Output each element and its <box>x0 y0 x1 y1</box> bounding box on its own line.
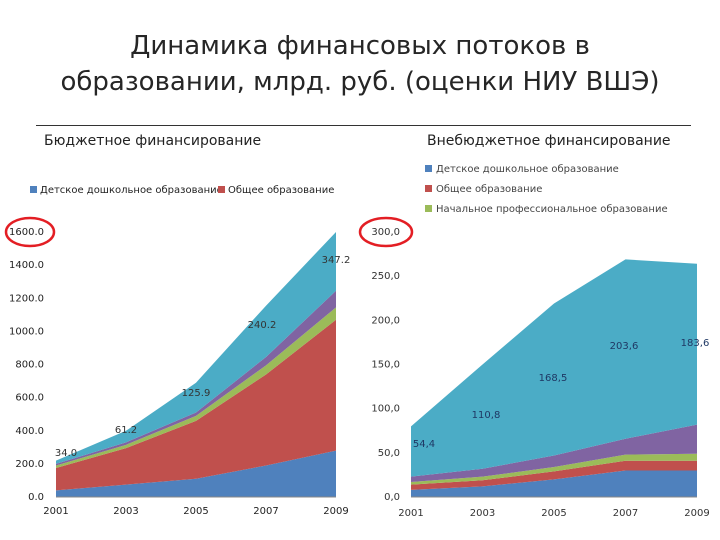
budget-y-tick-label: 1000.0 <box>9 326 44 337</box>
budget-y-tick-label: 0.0 <box>28 492 44 503</box>
budget-area-layer-1 <box>56 450 336 497</box>
extrabudget-area-layer-5 <box>411 259 697 477</box>
extrabudget-highlight-circle <box>358 216 414 248</box>
extrabudget-data-label: 54,4 <box>413 439 435 450</box>
extrabudget-data-label: 203,6 <box>610 341 639 352</box>
budget-x-tick-label: 2003 <box>113 506 138 517</box>
extrabudget-x-tick-label: 2001 <box>398 508 423 519</box>
extrabudget-x-tick-label: 2007 <box>613 508 638 519</box>
budget-y-tick-label: 1200.0 <box>9 293 44 304</box>
extrabudget-legend-label: Детское дошкольное образование <box>436 164 619 175</box>
budget-y-tick-label: 800.0 <box>15 360 44 371</box>
budget-legend-swatch <box>30 186 37 193</box>
extrabudget-y-tick-label: 200,0 <box>371 315 400 326</box>
budget-y-tick-label: 1600.0 <box>9 227 44 238</box>
budget-chart-heading: Бюджетное финансирование <box>44 133 262 149</box>
budget-y-tick-label: 600.0 <box>15 393 44 404</box>
budget-y-tick-label: 400.0 <box>15 426 44 437</box>
extrabudget-legend-label: Начальное профессиональное образование <box>436 204 668 215</box>
budget-area-layer-2 <box>56 319 336 491</box>
extrabudget-area-layer-4 <box>411 424 697 482</box>
budget-x-tick-label: 2005 <box>183 506 208 517</box>
extrabudget-area-layer-2 <box>411 460 697 490</box>
extrabudget-y-tick-label: 0,0 <box>384 492 400 503</box>
extrabudget-chart-heading: Внебюджетное финансирование <box>427 133 671 149</box>
extrabudget-y-tick-label: 250,0 <box>371 271 400 282</box>
budget-y-tick-label: 200.0 <box>15 459 44 470</box>
extrabudget-x-tick-label: 2005 <box>541 508 566 519</box>
extrabudget-data-label: 183,6 <box>681 338 710 349</box>
extrabudget-legend-label: Общее образование <box>436 184 542 195</box>
title-line-2: образовании, млрд. руб. (оценки НИУ ВШЭ) <box>60 67 660 97</box>
page-title: Динамика финансовых потоков в образовани… <box>0 28 720 100</box>
budget-x-tick-label: 2001 <box>43 506 68 517</box>
extrabudget-area-layer-3 <box>411 453 697 485</box>
budget-legend-label: Общее образование <box>228 185 334 196</box>
budget-y-tick-label: 1400.0 <box>9 260 44 271</box>
extrabudget-data-label: 110,8 <box>472 410 501 421</box>
extrabudget-x-tick-label: 2003 <box>470 508 495 519</box>
extrabudget-y-tick-label: 300,0 <box>371 227 400 238</box>
budget-data-label: 34.0 <box>55 448 77 459</box>
title-line-1: Динамика финансовых потоков в <box>130 31 590 61</box>
extrabudget-area-layer-1 <box>411 470 697 497</box>
budget-data-label: 61.2 <box>115 425 137 436</box>
extrabudget-y-tick-label: 100,0 <box>371 404 400 415</box>
budget-x-tick-label: 2007 <box>253 506 278 517</box>
extrabudget-x-tick-label: 2009 <box>684 508 709 519</box>
extrabudget-legend-swatch <box>425 185 432 192</box>
budget-data-label: 125.9 <box>182 388 211 399</box>
extrabudget-data-label: 168,5 <box>539 373 568 384</box>
budget-x-tick-label: 2009 <box>323 506 348 517</box>
budget-legend-swatch <box>218 186 225 193</box>
extrabudget-y-tick-label: 50,0 <box>378 448 400 459</box>
budget-highlight-circle <box>4 216 56 248</box>
header-divider <box>36 125 691 126</box>
budget-data-label: 240.2 <box>248 320 277 331</box>
budget-legend-label: Детское дошкольное образование <box>40 185 223 196</box>
extrabudget-legend-swatch <box>425 165 432 172</box>
extrabudget-y-tick-label: 150,0 <box>371 360 400 371</box>
extrabudget-legend-swatch <box>425 205 432 212</box>
budget-data-label: 347.2 <box>322 255 351 266</box>
